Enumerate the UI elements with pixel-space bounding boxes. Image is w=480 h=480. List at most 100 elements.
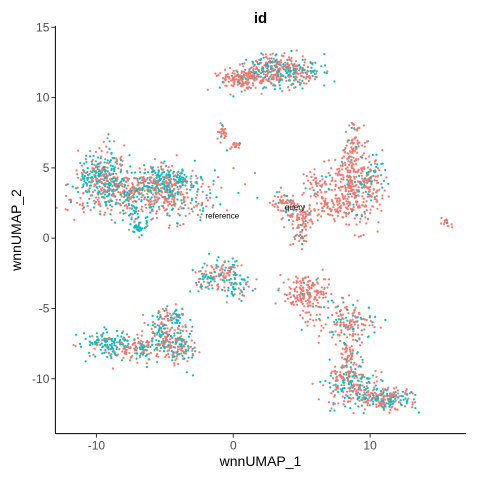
reference-point [285,194,289,198]
reference-point [185,371,188,374]
reference-point [213,280,216,283]
reference-point [273,88,276,91]
reference-point [363,398,367,401]
reference-point [219,203,222,206]
query-point [188,212,191,215]
query-point [337,402,340,405]
reference-point [140,200,143,203]
reference-point [309,61,312,64]
reference-point [152,205,155,208]
reference-point [230,281,233,284]
query-point [309,314,312,317]
query-point [235,69,238,72]
reference-point [353,181,357,184]
query-point [283,65,286,68]
query-point [356,142,359,146]
query-point [371,389,375,392]
reference-point [327,300,330,303]
query-point [206,88,209,91]
query-point [254,287,257,290]
reference-point [141,346,144,349]
reference-point [387,398,391,401]
reference-point [282,74,285,78]
reference-point [106,159,109,162]
query-point [341,195,344,199]
query-point [169,319,172,322]
reference-point [110,342,113,345]
reference-point [137,216,140,219]
query-point [238,292,241,295]
query-point [279,59,282,62]
reference-point [293,67,296,70]
query-point [309,195,312,198]
query-point [407,397,410,400]
reference-point [162,182,165,185]
reference-point [88,184,92,187]
query-point [143,189,146,192]
y-tick-label: -10 [32,372,50,386]
reference-point [359,182,362,185]
query-point [293,86,296,89]
query-point [200,287,203,290]
query-point [101,178,105,181]
query-point [189,345,192,349]
query-point [152,187,155,190]
reference-point [167,344,170,347]
reference-point [179,337,182,340]
reference-point [294,78,298,81]
query-point [341,192,344,196]
query-point [268,201,271,204]
reference-point [112,192,115,195]
query-point [202,280,205,283]
query-point [323,203,326,206]
reference-point [262,70,265,73]
query-point [137,341,140,345]
reference-point [311,74,314,77]
query-point [316,282,319,285]
reference-point [399,399,402,402]
query-point [316,301,320,304]
query-point [359,172,363,175]
reference-point [190,207,193,211]
query-point [298,293,301,296]
query-point [313,168,316,171]
query-point [450,223,453,226]
reference-point [181,354,184,357]
query-point [179,192,182,195]
reference-point [209,280,212,283]
reference-point [156,315,159,318]
query-point [351,326,354,329]
query-point [164,189,167,192]
reference-point [170,326,173,329]
reference-point [176,173,179,176]
reference-point [132,205,135,208]
reference-point [84,337,87,341]
reference-point [258,62,261,66]
query-point [368,178,371,181]
query-point [200,204,203,207]
query-point [119,211,122,214]
query-point [279,273,282,277]
reference-point [149,345,152,348]
reference-point [122,201,125,205]
query-point [248,68,251,71]
query-point [294,71,297,74]
query-point [273,205,276,208]
reference-point [88,340,91,343]
query-point [292,242,295,246]
reference-point [177,313,180,316]
query-point [306,324,309,327]
reference-point [292,209,295,212]
query-point [81,202,84,205]
reference-point [163,346,166,349]
query-point [342,321,345,324]
query-point [227,269,230,272]
reference-point [83,180,86,183]
query-point [319,188,322,192]
query-point [220,127,223,130]
query-point [162,343,165,346]
query-point [173,204,176,207]
query-point [116,341,119,344]
query-point [280,54,284,57]
